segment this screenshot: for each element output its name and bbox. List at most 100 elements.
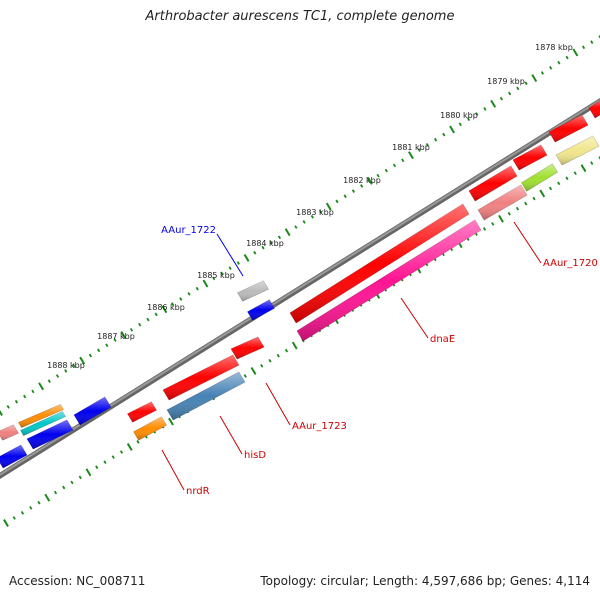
tick-label-5: 1883 kbp <box>296 208 334 217</box>
minor-tick <box>376 173 380 178</box>
major-tick <box>291 341 298 350</box>
minor-tick <box>434 137 438 142</box>
gene-dnaE-strand-red <box>289 203 470 324</box>
minor-tick <box>294 225 298 229</box>
major-tick <box>202 279 209 288</box>
gene-AAur-1720-pink-shade <box>477 184 528 221</box>
leader-line-5 <box>161 449 185 491</box>
minor-tick <box>103 460 107 465</box>
tick-label-6: 1884 kbp <box>246 239 284 248</box>
minor-tick <box>14 399 19 404</box>
gene-red-2 <box>512 144 548 171</box>
gene-hisD-steelblue <box>166 371 246 421</box>
minor-tick <box>113 338 117 342</box>
minor-tick <box>47 379 51 384</box>
gene-AAur-1723-red-shade <box>230 336 265 360</box>
minor-tick <box>302 220 306 224</box>
gene-red-3-shade <box>548 114 589 143</box>
minor-tick <box>384 168 388 173</box>
gene-nrdR-red <box>127 401 157 423</box>
gene-blue-left-1 <box>73 396 112 426</box>
gene-nrdR-orange-shade <box>133 416 167 441</box>
tick-label-8: 1886 kbp <box>147 303 185 312</box>
minor-tick <box>532 196 536 201</box>
minor-tick <box>557 181 561 186</box>
tick-label-10: 1888 kbp <box>47 361 85 370</box>
gene-label-5: nrdR <box>186 486 210 497</box>
minor-tick <box>466 117 471 122</box>
gene-red-4 <box>588 100 600 119</box>
gene-hisD-red <box>162 354 240 401</box>
minor-tick <box>491 222 495 226</box>
major-tick <box>284 228 291 237</box>
minor-tick <box>269 240 273 245</box>
gene-red-1 <box>468 165 518 202</box>
minor-tick <box>392 163 397 168</box>
major-tick <box>325 202 332 211</box>
major-tick <box>243 253 250 262</box>
minor-tick <box>187 292 191 296</box>
tick-label-4: 1882 kbp <box>343 176 381 185</box>
major-tick <box>44 493 51 502</box>
minor-tick <box>524 81 528 86</box>
accession-text: Accession: NC_008711 <box>9 574 146 588</box>
major-tick <box>126 443 133 451</box>
minor-tick <box>482 227 487 231</box>
minor-tick <box>119 450 124 454</box>
minor-tick <box>310 214 314 219</box>
minor-tick <box>507 91 512 96</box>
gene-red-4-shade <box>588 100 600 119</box>
gene-lime-shade <box>521 163 558 192</box>
minor-tick <box>598 156 600 160</box>
minor-tick <box>212 276 216 281</box>
major-tick <box>449 125 455 134</box>
major-tick <box>580 164 587 173</box>
gene-AAur-1720-pink <box>477 184 528 221</box>
gene-orange-left <box>18 404 64 428</box>
tick-label-9: 1887 kbp <box>97 332 135 341</box>
minor-tick <box>515 206 520 211</box>
minor-tick <box>276 353 280 358</box>
gene-AAur-1722-blue <box>247 299 275 321</box>
minor-tick <box>581 45 586 50</box>
minor-tick <box>540 71 545 75</box>
topology-text: Topology: circular; Length: 4,597,686 bp… <box>260 574 590 588</box>
major-tick <box>161 305 168 314</box>
gene-magenta-shade <box>296 219 482 342</box>
major-tick <box>572 48 579 57</box>
gene-hisD-red-shade <box>162 354 240 401</box>
minor-tick <box>590 40 594 44</box>
leader-line-0 <box>216 233 244 277</box>
gene-label-0: AAur_1722 <box>161 225 216 236</box>
major-tick <box>120 331 127 339</box>
minor-tick <box>565 55 569 60</box>
minor-tick <box>37 500 41 505</box>
tick-label-7: 1885 kbp <box>197 271 235 280</box>
minor-tick <box>268 358 272 363</box>
gene-AAur-1722-grey <box>236 280 270 302</box>
minor-tick <box>318 209 323 214</box>
minor-tick <box>351 189 356 193</box>
gene-nrdR-orange <box>133 416 167 441</box>
minor-tick <box>29 505 33 510</box>
gene-label-4: hisD <box>244 450 266 461</box>
gene-label-2: dnaE <box>430 334 455 345</box>
major-tick <box>0 410 3 416</box>
minor-tick <box>425 143 429 147</box>
gene-red-3 <box>548 114 589 143</box>
minor-tick <box>417 148 421 152</box>
gene-khaki-shade <box>555 135 600 166</box>
minor-tick <box>23 394 27 399</box>
minor-tick <box>70 480 74 485</box>
minor-tick <box>360 184 364 188</box>
outer-tick-ring <box>0 35 600 416</box>
major-tick <box>366 176 373 185</box>
gene-AAur-1723-red <box>230 336 265 360</box>
gene-magenta <box>296 219 482 342</box>
tick-label-3: 1881 kbp <box>392 143 430 152</box>
minor-tick <box>442 132 446 137</box>
minor-tick <box>105 343 109 348</box>
gene-pink-left-shade <box>0 424 19 441</box>
minor-tick <box>590 161 594 165</box>
